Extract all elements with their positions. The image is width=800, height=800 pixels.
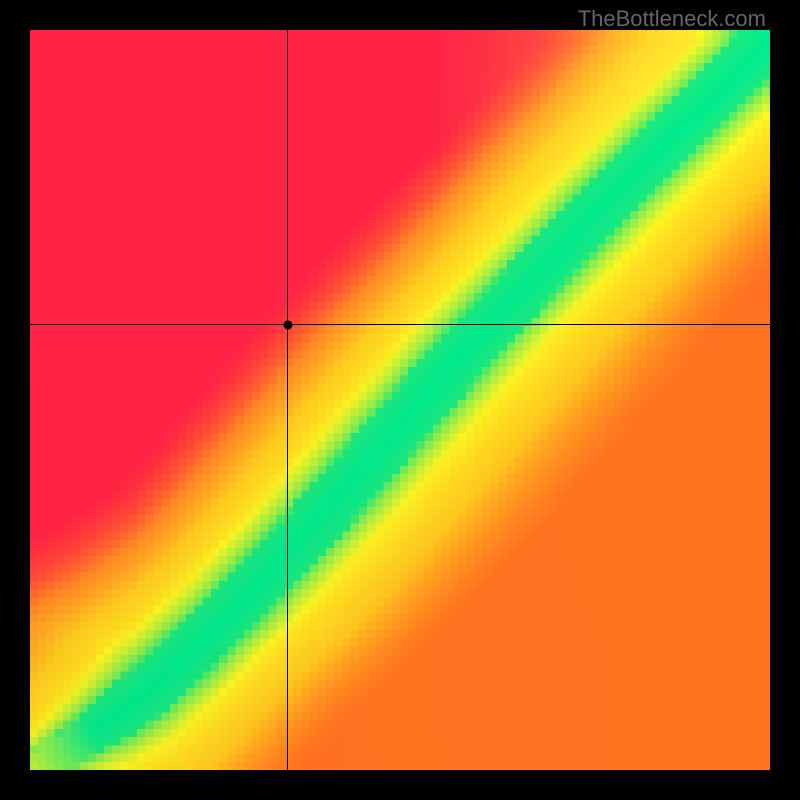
- heatmap-plot-area: [30, 30, 770, 770]
- heatmap-canvas: [30, 30, 770, 770]
- watermark-text: TheBottleneck.com: [578, 6, 766, 32]
- crosshair-vertical: [287, 30, 289, 770]
- crosshair-marker: [283, 320, 292, 329]
- crosshair-horizontal: [30, 324, 770, 326]
